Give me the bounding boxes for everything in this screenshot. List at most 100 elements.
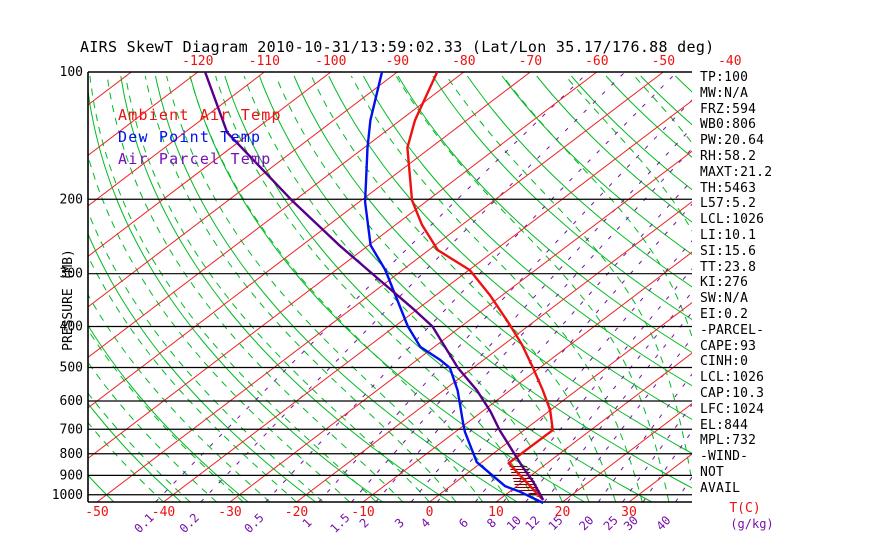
mixing-ratio-tick-label: 20: [576, 513, 596, 533]
dry-adiabat-line: [397, 75, 692, 354]
isotherm-line: [163, 100, 692, 502]
pressure-tick-label: 100: [60, 65, 83, 80]
panel-line: CAP:10.3: [700, 385, 765, 401]
dry-adiabat-line: [571, 75, 692, 191]
mixing-ratio-axis-label: (g/kg): [730, 517, 773, 531]
dry-adiabat-line: [88, 474, 115, 502]
mixing-ratio-tick-label: 3: [392, 516, 407, 531]
panel-line: -PARCEL-: [700, 322, 765, 338]
panel-line: EL:844: [700, 417, 749, 433]
pressure-tick-label: 1000: [52, 488, 83, 503]
mixing-ratio-line: [436, 203, 692, 502]
moist-adiabat-line: [88, 210, 324, 502]
panel-line: TH:5463: [700, 180, 757, 196]
sounding-traces: [203, 72, 554, 505]
bottom-axis-tick-label: 0: [426, 505, 434, 520]
panel-line: AVAIL: [700, 480, 741, 496]
panel-line: KI:276: [700, 275, 749, 291]
pressure-tick-label: 300: [60, 267, 83, 282]
dry-adiabat-line: [0, 76, 47, 502]
pressure-tick-label: 800: [60, 447, 83, 462]
moist-adiabat-line: [125, 75, 430, 502]
mixing-ratio-tick-label: 0.5: [241, 511, 266, 536]
panel-line: SW:N/A: [700, 291, 749, 307]
panel-line: RH:58.2: [700, 148, 757, 164]
panel-line: MW:N/A: [700, 85, 749, 101]
mixing-ratio-line: [200, 72, 626, 502]
panel-line: MAXT:21.2: [700, 164, 773, 180]
isotherm-line: [0, 72, 65, 502]
pressure-axis-label: PRESSURE (MB): [61, 249, 76, 351]
isotherm-line: [296, 201, 692, 502]
panel-line: SI:15.6: [700, 243, 757, 259]
panel-line: TT:23.8: [700, 259, 757, 275]
panel-line: CAPE:93: [700, 338, 757, 354]
top-axis-tick-label: -100: [315, 54, 346, 69]
isotherm-line: [88, 72, 465, 358]
isotherm-line: [88, 72, 265, 207]
top-axis-tick-label: -70: [519, 54, 542, 69]
panel-line: MPL:732: [700, 433, 757, 449]
isotherm-line: [88, 72, 531, 409]
panel-line: CINH:0: [700, 354, 749, 370]
top-axis-tick-label: -110: [249, 54, 280, 69]
dry-adiabat-line: [536, 75, 692, 223]
bottom-axis-tick-label: -30: [218, 505, 241, 520]
mixing-ratio-tick-label: 0.2: [177, 511, 202, 536]
moist-adiabat-line: [106, 75, 404, 502]
top-axis-tick-label: -120: [182, 54, 213, 69]
moist-adiabat-line: [275, 75, 590, 502]
bottom-axis-tick-label: 20: [555, 505, 571, 520]
mixing-ratio-line: [351, 126, 692, 502]
isotherm-line: [429, 302, 692, 502]
moist-adiabat-line: [395, 75, 670, 502]
moist-adiabat-line: [166, 75, 484, 502]
isotherm-line: [562, 403, 692, 502]
moist-adiabat-line: [88, 153, 351, 502]
mixing-ratio-tick-label: 12: [522, 513, 542, 533]
temperature-axis-label: T(C): [729, 501, 760, 516]
bottom-axis-tick-label: -20: [285, 505, 308, 520]
plot-border: [87, 71, 692, 503]
stability-indices-panel: TP:100 MW:N/A FRZ:594 WB0:806 PW:20.64 RH:58.…: [700, 70, 865, 497]
mixing-ratio-tick-label: 10: [504, 513, 524, 533]
isotherm-line: [88, 72, 199, 157]
dry-adiabat-line: [605, 75, 692, 158]
mixing-ratio-line: [265, 72, 678, 502]
dry-adiabat-line: [432, 75, 692, 321]
panel-line: TP:100: [700, 70, 749, 85]
pressure-tick-label: 200: [60, 192, 83, 207]
pressure-tick-label: 600: [60, 394, 83, 409]
dry-adiabat-line: [259, 75, 692, 489]
isotherm-line: [88, 72, 398, 308]
pressure-tick-label: 700: [60, 422, 83, 437]
dry-adiabat-line: [120, 75, 451, 502]
bottom-axis-tick-label: -40: [152, 505, 175, 520]
bottom-axis-tick-label: -10: [351, 505, 374, 520]
top-axis-tick-label: -50: [652, 54, 675, 69]
isotherm-line: [495, 352, 692, 502]
panel-line: LFC:1024: [700, 401, 765, 417]
dry-adiabat-line: [224, 75, 653, 502]
isotherm-line: [229, 150, 692, 502]
pressure-tick-label: 400: [60, 320, 83, 335]
mixing-ratio-line: [502, 268, 692, 502]
mixing-ratio-line: [155, 72, 589, 502]
moist-adiabat-line: [446, 75, 692, 485]
bottom-axis-tick-label: 10: [488, 505, 504, 520]
dew-point-trace: [363, 72, 544, 505]
pressure-tick-label: 900: [60, 468, 83, 483]
moist-adiabat-line: [243, 75, 563, 502]
mixing-ratio-line: [375, 147, 692, 502]
dry-adiabat-line: [466, 75, 692, 288]
mixing-ratio-line: [474, 240, 692, 502]
bottom-axis-tick-label: 30: [621, 505, 637, 520]
dry-adiabat-line: [88, 402, 182, 502]
panel-line: FRZ:594: [700, 101, 757, 117]
air-parcel-trace: [203, 72, 545, 501]
bottom-axis-tick-label: -50: [85, 505, 108, 520]
pressure-lines: [88, 198, 692, 496]
panel-line: -WIND-: [700, 449, 749, 465]
ambient-temp-trace: [406, 72, 554, 501]
